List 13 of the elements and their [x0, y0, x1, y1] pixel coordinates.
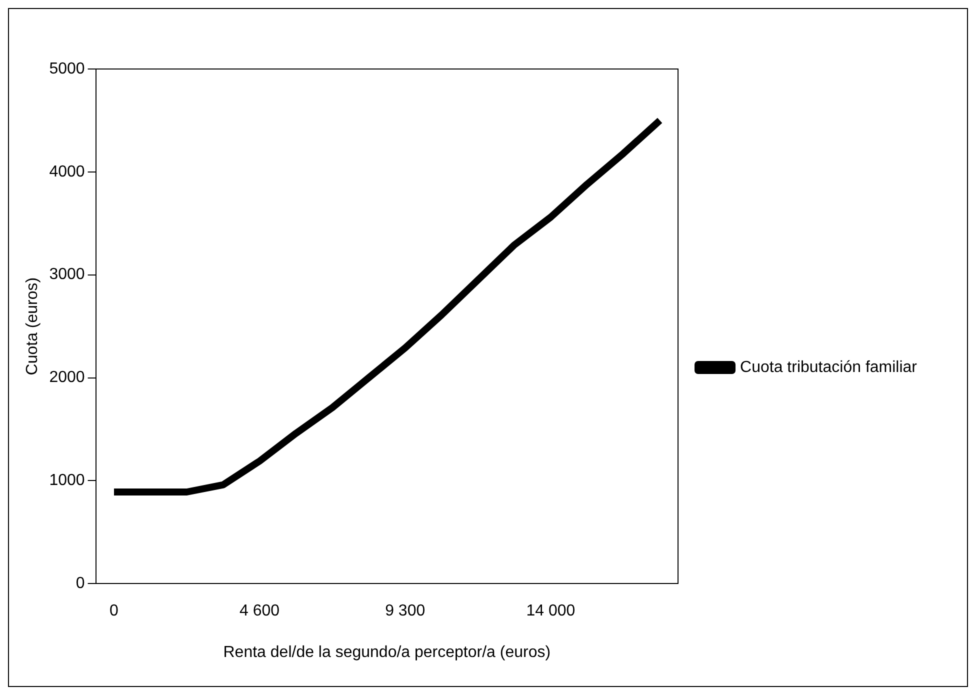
x-tick-label: 9 300 [385, 602, 426, 620]
x-tick-label: 4 600 [240, 602, 280, 620]
y-tick-label: 4000 [49, 163, 85, 180]
y-tick-label: 2000 [49, 369, 85, 386]
x-axis-title: Renta del/de la segundo/a perceptor/a (euros) [223, 644, 551, 661]
y-tick-label: 1000 [49, 472, 85, 490]
y-axis-title: Cuota (euros) [24, 277, 42, 376]
legend-label: Cuota tributación familiar [740, 358, 918, 376]
y-tick-label: 0 [76, 575, 85, 592]
y-tick-label: 5000 [49, 60, 85, 78]
x-tick-label: 0 [110, 602, 119, 620]
x-tick-label: 14 000 [526, 602, 576, 620]
y-tick-label: 3000 [49, 266, 85, 284]
